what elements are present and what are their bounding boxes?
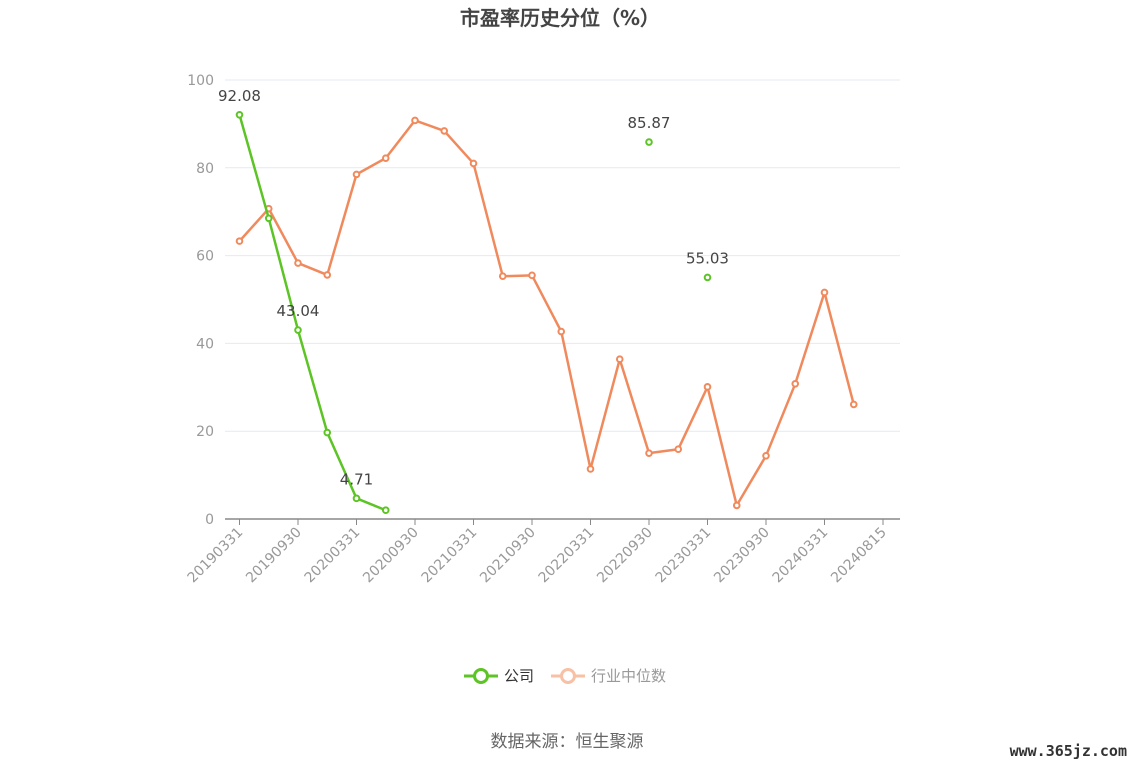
legend-label-industry: 行业中位数 (591, 667, 666, 685)
watermark: www.365jz.com (1010, 742, 1127, 760)
axes: 0 20 40 60 80 100 2019033120190930202003312020… (185, 73, 900, 586)
legend-marker-company (473, 668, 489, 684)
data-point[interactable] (440, 127, 449, 135)
legend-label-company: 公司 (504, 667, 534, 685)
x-tick-label: 20240331 (770, 525, 832, 587)
y-tick-label: 80 (196, 161, 214, 177)
data-point[interactable] (849, 400, 858, 409)
y-tick-label: 60 (196, 249, 214, 265)
data-label: 43.04 (277, 302, 320, 320)
data-point[interactable] (762, 451, 770, 460)
x-tick-label: 20230331 (653, 525, 715, 587)
data-point[interactable] (615, 355, 624, 364)
data-point[interactable] (703, 273, 712, 282)
series-layer (235, 110, 858, 515)
data-point[interactable] (557, 327, 566, 336)
x-tick-label: 20210331 (419, 525, 481, 587)
y-tick-label: 40 (196, 336, 214, 352)
data-point[interactable] (469, 159, 478, 168)
data-point[interactable] (732, 501, 741, 510)
data-point[interactable] (820, 288, 829, 297)
data-point[interactable] (586, 465, 595, 473)
x-tick-label: 20200930 (360, 525, 422, 587)
y-tick-label: 20 (196, 424, 214, 440)
chart-title: 市盈率历史分位（%） (460, 6, 660, 30)
data-point[interactable] (294, 326, 302, 334)
x-tick-label: 20220930 (594, 525, 656, 587)
data-point[interactable] (674, 445, 683, 453)
data-label: 92.08 (218, 87, 261, 105)
legend-item-company[interactable]: 公司 (464, 667, 534, 685)
data-point[interactable] (791, 379, 800, 388)
x-tick-label: 20200331 (302, 525, 364, 587)
x-tick-label: 20230930 (711, 525, 773, 587)
data-point[interactable] (352, 170, 361, 179)
data-point[interactable] (645, 449, 653, 457)
data-source: 数据来源：恒生聚源 (491, 732, 644, 752)
data-point[interactable] (498, 272, 507, 281)
legend[interactable]: 公司 行业中位数 (464, 667, 666, 685)
data-label: 85.87 (628, 114, 671, 132)
data-point[interactable] (323, 428, 332, 437)
data-point[interactable] (235, 237, 244, 245)
series-industry (235, 116, 858, 510)
data-point[interactable] (235, 110, 244, 119)
x-tick-label: 20220331 (536, 525, 598, 587)
x-tick-label: 20240815 (828, 525, 890, 587)
y-tick-label: 0 (205, 512, 214, 528)
data-point[interactable] (645, 138, 653, 146)
data-point[interactable] (703, 383, 712, 391)
data-point[interactable] (323, 271, 332, 279)
data-label: 55.03 (686, 249, 729, 267)
legend-item-industry[interactable]: 行业中位数 (551, 667, 666, 685)
x-tick-label: 20210930 (477, 525, 539, 587)
x-tick-label: 20190331 (185, 525, 247, 587)
data-point[interactable] (528, 271, 536, 280)
data-labels: 92.08 43.04 4.71 85.87 55.03 (218, 87, 729, 489)
series-line (238, 119, 855, 507)
y-tick-label: 100 (187, 73, 214, 89)
data-point[interactable] (294, 259, 302, 267)
legend-marker-industry (560, 668, 576, 684)
data-point[interactable] (381, 506, 390, 515)
data-point[interactable] (352, 494, 361, 503)
data-point[interactable] (381, 154, 390, 162)
series-line (238, 114, 387, 512)
data-point[interactable] (264, 214, 273, 223)
grid-lines (225, 79, 900, 432)
x-tick-label: 20190930 (243, 525, 305, 587)
data-point[interactable] (411, 116, 419, 125)
series-company (235, 110, 712, 515)
data-label: 4.71 (340, 470, 373, 488)
